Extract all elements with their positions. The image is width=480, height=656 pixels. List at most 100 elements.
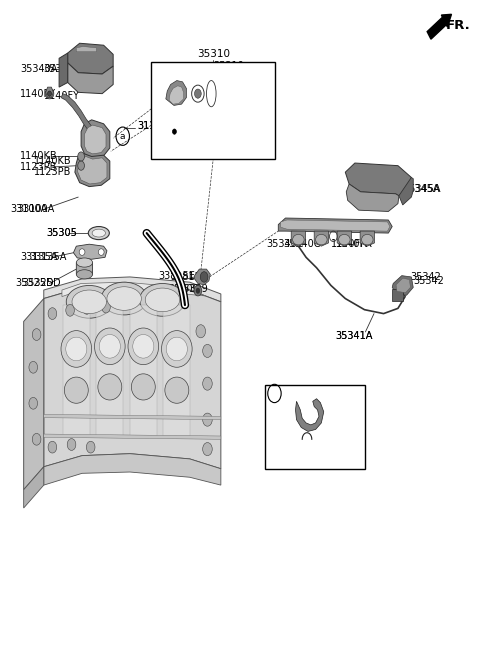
- Ellipse shape: [338, 234, 350, 245]
- Text: a: a: [272, 389, 277, 398]
- Bar: [265, 385, 365, 469]
- Ellipse shape: [200, 272, 208, 282]
- Ellipse shape: [66, 304, 74, 316]
- Ellipse shape: [196, 325, 205, 338]
- Ellipse shape: [78, 161, 84, 171]
- Polygon shape: [62, 282, 205, 297]
- Ellipse shape: [203, 413, 212, 426]
- Polygon shape: [399, 177, 413, 205]
- Text: 35340C: 35340C: [266, 239, 304, 249]
- Ellipse shape: [203, 377, 212, 390]
- Text: 1140KB: 1140KB: [20, 152, 58, 161]
- Ellipse shape: [29, 361, 37, 373]
- Polygon shape: [44, 434, 221, 440]
- Polygon shape: [169, 86, 183, 104]
- Text: 35342: 35342: [410, 272, 441, 282]
- Ellipse shape: [32, 329, 41, 340]
- Ellipse shape: [66, 285, 112, 318]
- Ellipse shape: [92, 229, 106, 237]
- Ellipse shape: [48, 308, 57, 319]
- Polygon shape: [96, 305, 123, 436]
- Polygon shape: [44, 415, 221, 420]
- Polygon shape: [281, 220, 390, 231]
- Text: 1123PB: 1123PB: [20, 162, 57, 172]
- Ellipse shape: [45, 89, 54, 99]
- Ellipse shape: [98, 249, 104, 255]
- Polygon shape: [44, 454, 221, 485]
- Ellipse shape: [79, 249, 85, 255]
- Polygon shape: [24, 467, 44, 508]
- Ellipse shape: [172, 129, 176, 134]
- Text: 35310: 35310: [214, 61, 244, 71]
- Polygon shape: [314, 231, 328, 246]
- Polygon shape: [296, 399, 324, 432]
- Ellipse shape: [67, 439, 76, 451]
- Ellipse shape: [76, 258, 93, 267]
- Text: 35341A: 35341A: [336, 331, 373, 341]
- Polygon shape: [46, 87, 53, 98]
- Text: 33135A: 33135A: [29, 253, 67, 262]
- Polygon shape: [68, 43, 113, 74]
- Text: 33135A: 33135A: [20, 253, 57, 262]
- Polygon shape: [81, 120, 110, 158]
- Polygon shape: [396, 278, 410, 293]
- Polygon shape: [24, 298, 44, 489]
- Ellipse shape: [133, 335, 154, 358]
- Polygon shape: [84, 125, 106, 154]
- Ellipse shape: [194, 285, 202, 296]
- Text: 31337F: 31337F: [311, 418, 347, 428]
- Ellipse shape: [48, 91, 51, 96]
- Text: 35325D: 35325D: [22, 279, 61, 289]
- Text: 1123PB: 1123PB: [34, 167, 72, 177]
- Polygon shape: [63, 305, 90, 436]
- Ellipse shape: [48, 441, 57, 453]
- Ellipse shape: [194, 89, 201, 98]
- Bar: [392, 289, 403, 300]
- Polygon shape: [77, 157, 107, 184]
- Text: FR.: FR.: [446, 19, 470, 32]
- Ellipse shape: [64, 377, 88, 403]
- Polygon shape: [392, 276, 413, 295]
- Text: 35340A: 35340A: [20, 64, 57, 74]
- Text: 31337F: 31337F: [286, 388, 324, 398]
- Ellipse shape: [316, 234, 327, 245]
- Text: 1140FY: 1140FY: [20, 89, 56, 98]
- Text: 35312K: 35312K: [193, 148, 233, 157]
- Ellipse shape: [140, 283, 185, 316]
- Ellipse shape: [98, 374, 122, 400]
- Ellipse shape: [107, 287, 142, 310]
- Ellipse shape: [293, 234, 304, 245]
- Polygon shape: [346, 184, 399, 211]
- Ellipse shape: [66, 337, 87, 361]
- Text: 35312K: 35312K: [214, 148, 251, 157]
- Ellipse shape: [29, 398, 37, 409]
- Ellipse shape: [99, 335, 120, 358]
- Polygon shape: [44, 277, 221, 302]
- FancyArrow shape: [427, 14, 452, 39]
- Text: 35309: 35309: [178, 284, 208, 294]
- Ellipse shape: [101, 282, 147, 315]
- Ellipse shape: [128, 328, 158, 365]
- Polygon shape: [278, 218, 392, 233]
- Ellipse shape: [196, 288, 200, 293]
- Text: 1140FR: 1140FR: [331, 239, 368, 249]
- Polygon shape: [76, 47, 96, 52]
- Text: 35325D: 35325D: [15, 279, 54, 289]
- Text: 35340C: 35340C: [283, 239, 321, 249]
- Text: 33100A: 33100A: [17, 204, 55, 214]
- Polygon shape: [44, 285, 221, 469]
- Text: 35340A: 35340A: [44, 64, 81, 74]
- Ellipse shape: [145, 288, 180, 312]
- Polygon shape: [76, 261, 93, 276]
- Polygon shape: [337, 231, 351, 246]
- Text: 33815E: 33815E: [158, 271, 195, 281]
- Text: 33100A: 33100A: [10, 204, 48, 214]
- Text: 1140KB: 1140KB: [34, 156, 72, 166]
- Polygon shape: [59, 53, 68, 87]
- Ellipse shape: [203, 344, 212, 358]
- Polygon shape: [130, 305, 157, 436]
- Ellipse shape: [83, 302, 91, 314]
- Polygon shape: [75, 154, 110, 186]
- Polygon shape: [61, 94, 101, 140]
- Text: 35341A: 35341A: [336, 331, 373, 341]
